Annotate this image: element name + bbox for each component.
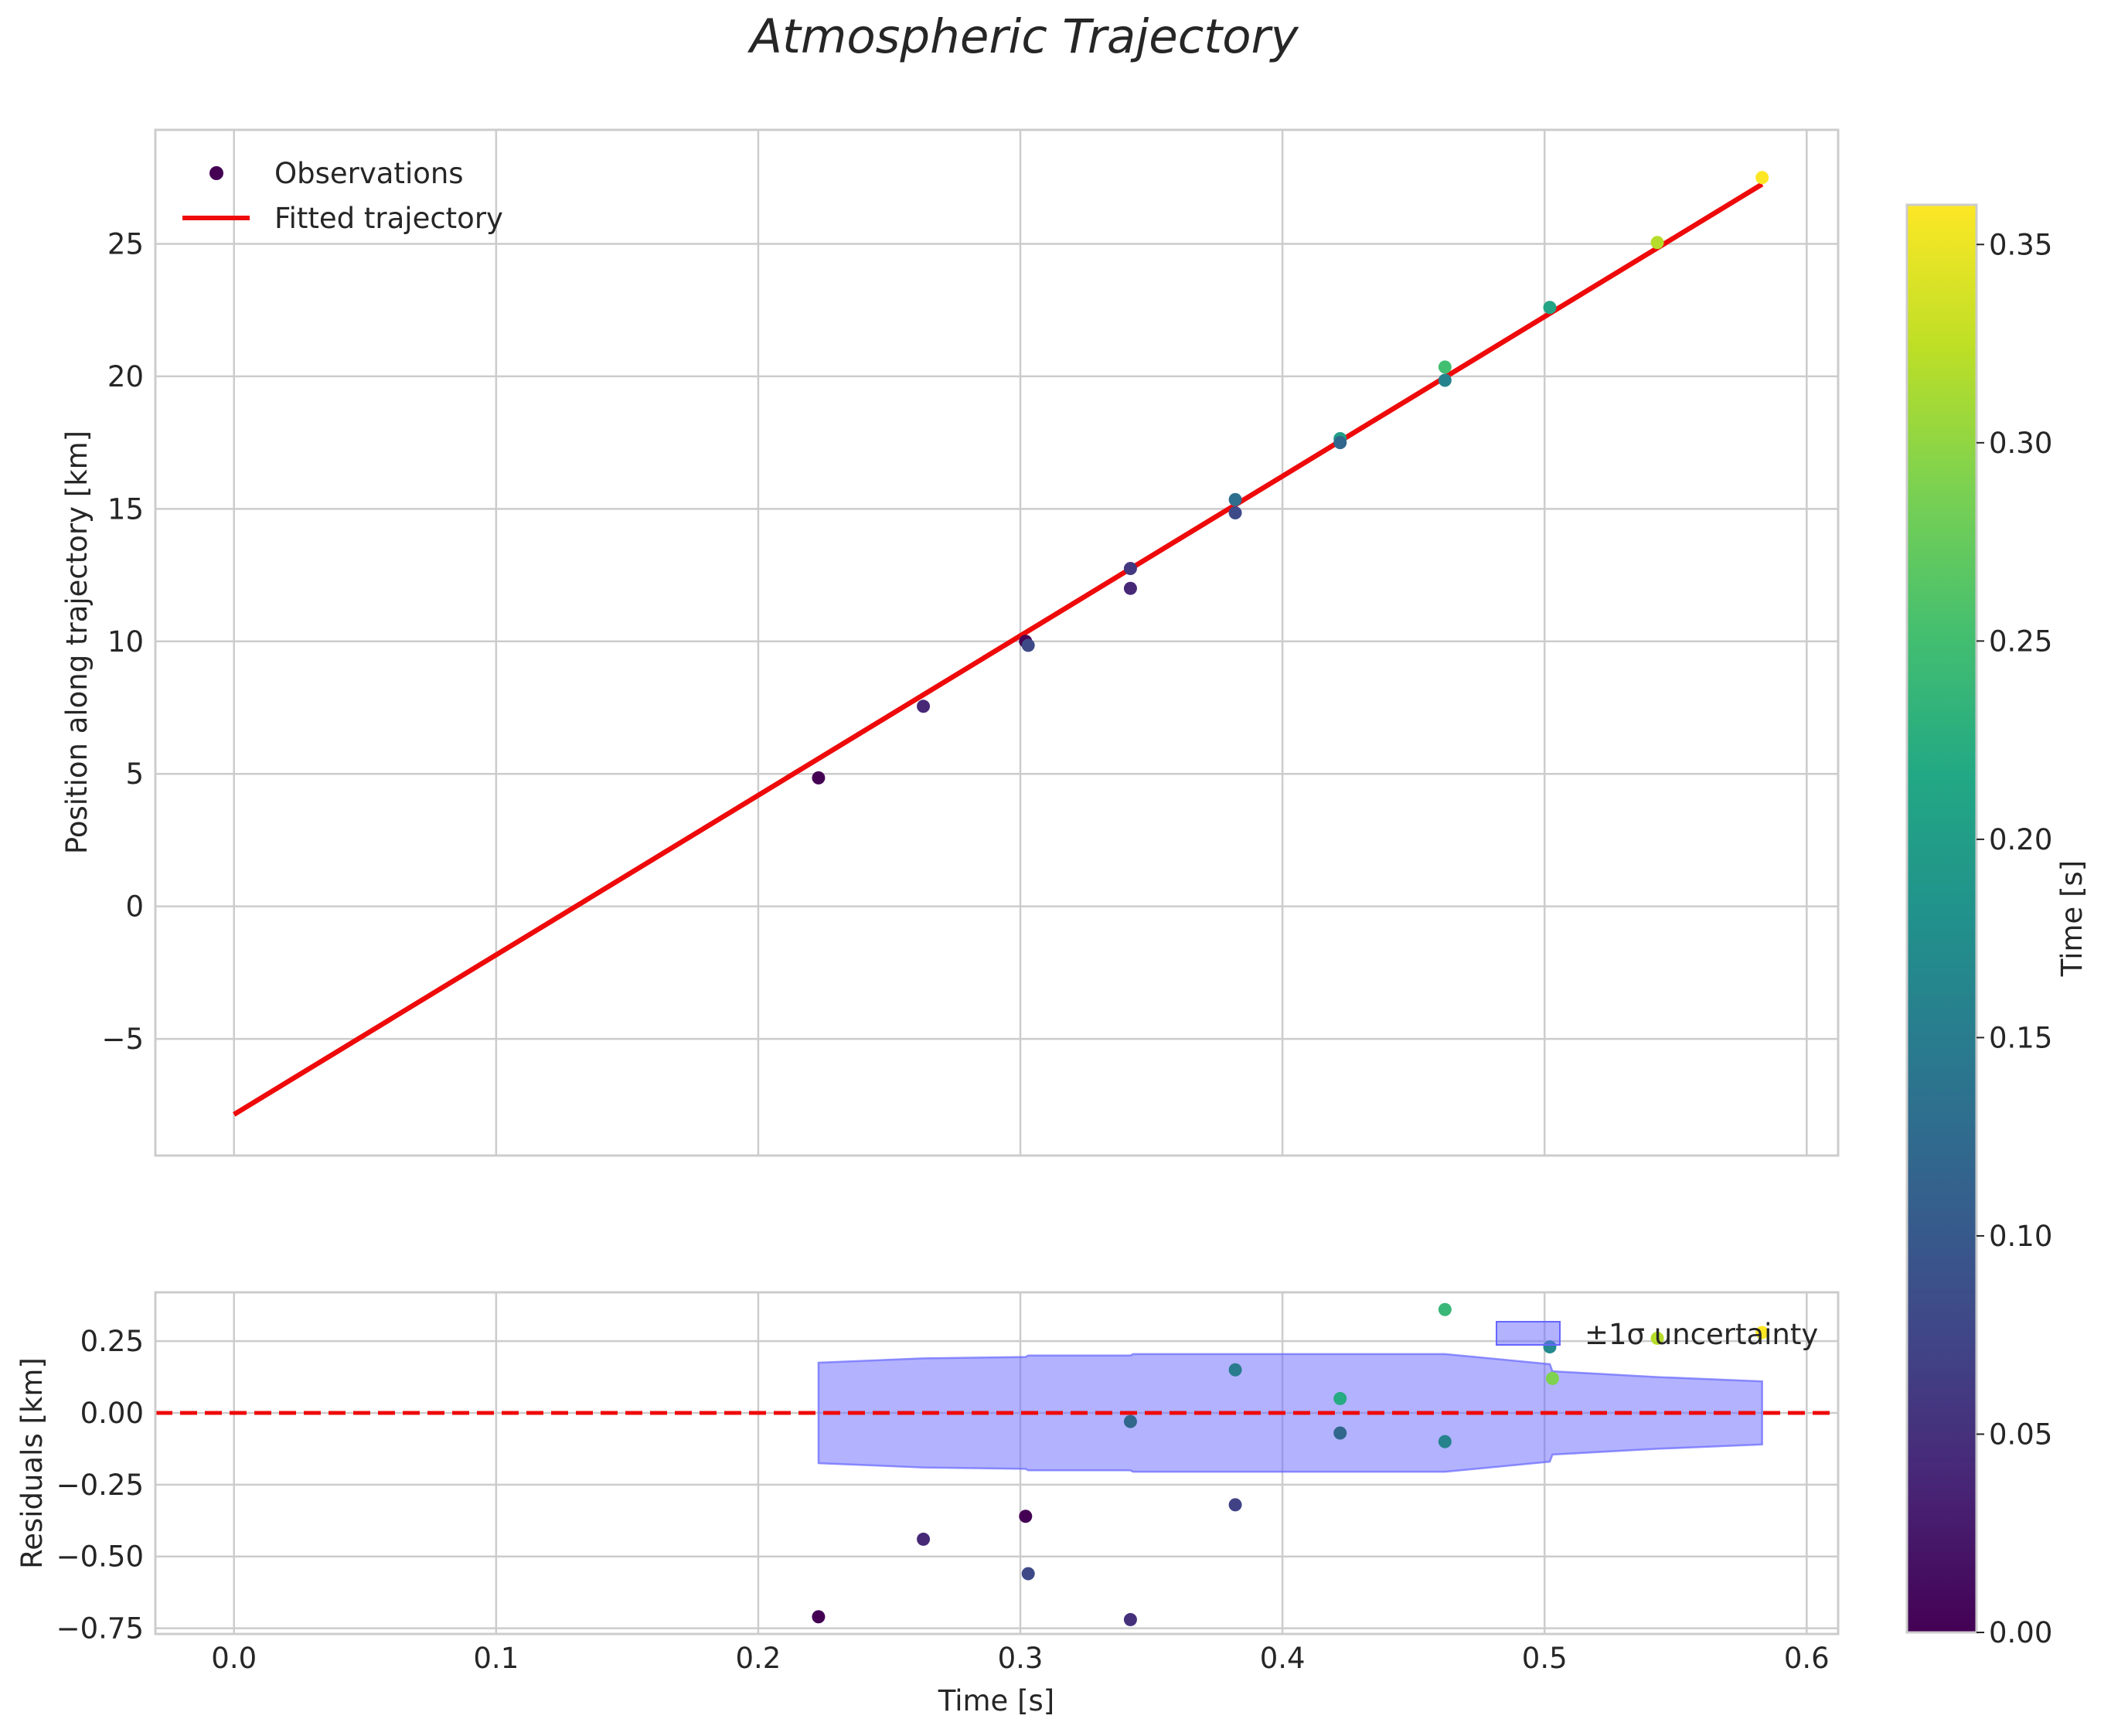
colorbar-gradient: [1905, 203, 1978, 1634]
residual-point: [812, 1610, 826, 1624]
residual-point: [1755, 1326, 1769, 1339]
fitted-trajectory-line: [233, 182, 1764, 1117]
residual-point: [1438, 1435, 1452, 1448]
trajectory-grid: [155, 130, 1838, 1156]
trajectory-y-ticks: −5 0 5 10 15 20 25: [101, 227, 144, 1056]
x-tick-label: 0.5: [1522, 1642, 1568, 1675]
residual-point: [1228, 1498, 1242, 1512]
colorbar-tick-label: 0.00: [1989, 1616, 2052, 1649]
observation-point: [1650, 236, 1664, 250]
residual-points: [812, 1302, 1769, 1626]
observation-point: [1438, 360, 1452, 374]
colorbar-tick-label: 0.05: [1989, 1418, 2052, 1451]
residual-point: [1019, 1510, 1033, 1523]
fitted-trajectory-line-layer: [233, 182, 1764, 1117]
residual-point: [1650, 1331, 1664, 1345]
residuals-y-tick-label: −0.25: [56, 1469, 144, 1502]
trajectory-y-tick-label: 25: [107, 227, 144, 260]
trajectory-y-tick-label: 15: [107, 492, 144, 526]
residual-point: [1545, 1371, 1559, 1385]
x-tick-label: 0.0: [211, 1642, 257, 1675]
colorbar-tick-label: 0.25: [1989, 625, 2052, 658]
legend-uncertainty-label: ±1σ uncertainty: [1585, 1318, 1818, 1351]
observation-points: [812, 171, 1769, 785]
trajectory-plot-area: [155, 130, 1838, 1156]
residual-point: [1333, 1391, 1347, 1405]
residuals-legend: ±1σ uncertainty: [1496, 1318, 1818, 1351]
observation-point: [1543, 301, 1557, 315]
colorbar-tick-label: 0.10: [1989, 1220, 2052, 1253]
observation-point: [1333, 436, 1347, 450]
residuals-y-tick-label: −0.50: [56, 1540, 144, 1574]
residuals-y-tick-label: −0.75: [56, 1612, 144, 1646]
residual-point: [1438, 1302, 1452, 1316]
observation-point: [812, 771, 826, 785]
residuals-x-ticks: 0.0 0.1 0.2 0.3 0.4 0.5 0.6: [211, 1642, 1829, 1675]
observation-point: [1438, 373, 1452, 387]
colorbar-tick-label: 0.30: [1989, 427, 2052, 460]
observation-point: [1021, 638, 1035, 652]
legend-observations-label: Observations: [274, 157, 464, 190]
colorbar: 0.00 0.05 0.10 0.15 0.20 0.25 0.30 0.35 Time [s…: [1905, 203, 2089, 1649]
observation-point: [1755, 171, 1769, 185]
trajectory-y-tick-label: 20: [107, 360, 144, 393]
legend-fitted-trajectory-label: Fitted trajectory: [274, 202, 503, 235]
colorbar-label: Time [s]: [2055, 860, 2089, 977]
residual-point: [1123, 1612, 1137, 1626]
colorbar-tick-label: 0.15: [1989, 1021, 2052, 1054]
x-tick-label: 0.2: [736, 1642, 781, 1675]
colorbar-ticks: 0.00 0.05 0.10 0.15 0.20 0.25 0.30 0.35: [1977, 228, 2052, 1649]
chart-title: Atmospheric Trajectory: [747, 9, 1299, 64]
x-tick-label: 0.4: [1260, 1642, 1306, 1675]
residual-point: [917, 1532, 931, 1546]
residuals-y-ticks: −0.75 −0.50 −0.25 0.00 0.25: [56, 1325, 144, 1645]
trajectory-panel: −5 0 5 10 15 20 25 Position along trajectory […: [60, 128, 1840, 1157]
observation-point: [1123, 561, 1137, 575]
legend-observations-marker: [209, 166, 223, 180]
trajectory-plot-frame: [154, 128, 1840, 1157]
observation-point: [1228, 505, 1242, 519]
residual-point: [1333, 1426, 1347, 1440]
residual-point: [1123, 1414, 1137, 1428]
uncertainty-band-layer: [817, 1353, 1763, 1473]
residuals-y-tick-label: 0.25: [80, 1325, 144, 1358]
x-tick-label: 0.3: [998, 1642, 1044, 1675]
observation-point: [1123, 581, 1137, 595]
residuals-y-tick-label: 0.00: [80, 1397, 144, 1430]
uncertainty-band: [817, 1353, 1763, 1473]
trajectory-y-tick-label: 0: [125, 890, 144, 924]
colorbar-tick-label: 0.20: [1989, 823, 2052, 856]
legend-uncertainty-swatch: [1496, 1321, 1561, 1346]
x-axis-label: Time [s]: [938, 1684, 1054, 1717]
residuals-y-axis-label: Residuals [km]: [15, 1357, 49, 1569]
residual-point: [1021, 1567, 1035, 1581]
observation-point: [1228, 492, 1242, 506]
residuals-panel: ±1σ uncertainty −0.75−0.50−0.250.000.25 …: [15, 1291, 1840, 1717]
x-tick-label: 0.6: [1784, 1642, 1830, 1675]
residuals-plot-frame: [154, 1291, 1840, 1636]
trajectory-y-tick-label: 5: [125, 757, 144, 791]
trajectory-y-axis-label: Position along trajectory [km]: [60, 431, 94, 854]
residual-point: [1228, 1363, 1242, 1377]
colorbar-tick-label: 0.35: [1989, 228, 2052, 261]
trajectory-y-tick-label: −5: [101, 1023, 144, 1056]
observation-point: [917, 700, 931, 713]
trajectory-y-tick-label: 10: [107, 625, 144, 659]
x-tick-label: 0.1: [473, 1642, 519, 1675]
trajectory-legend: Observations Fitted trajectory: [182, 157, 503, 235]
